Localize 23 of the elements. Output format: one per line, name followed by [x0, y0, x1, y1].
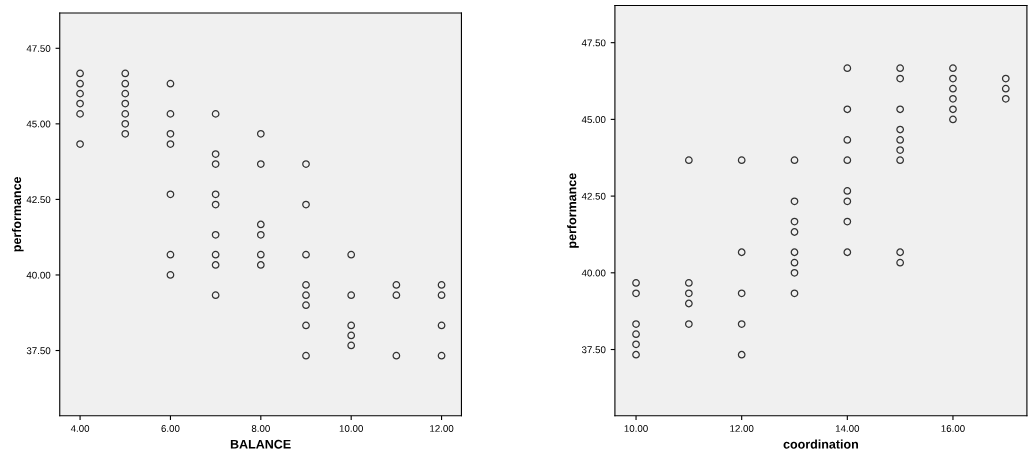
x-tick-label: 6.00 [161, 425, 180, 432]
x-tick-label: 8.00 [251, 425, 270, 432]
y-tick-label: 40.00 [581, 269, 606, 277]
y-tick-label: 40.00 [26, 271, 51, 279]
x-tick-label: 12.00 [730, 425, 754, 432]
x-tick-label: 16.00 [941, 425, 965, 432]
x-axis-title: coordination [783, 439, 858, 449]
y-tick-label: 47.50 [26, 45, 51, 52]
y-tick-label: 37.50 [26, 347, 51, 355]
y-tick-label: 45.00 [581, 116, 606, 123]
y-axis-title: performance [567, 173, 579, 248]
x-axis-title: BALANCE [230, 439, 291, 449]
x-tick-label: 4.00 [70, 425, 90, 432]
y-tick-label: 42.50 [581, 192, 606, 200]
x-tick-label: 10.00 [624, 425, 648, 432]
x-tick-label: 10.00 [339, 425, 363, 432]
x-tick-label: 14.00 [835, 425, 860, 432]
y-tick-label: 42.50 [26, 196, 51, 204]
y-axis-title: performance [11, 176, 24, 252]
y-tick-label: 45.00 [26, 120, 51, 128]
x-tick-label: 12.00 [430, 425, 454, 432]
y-tick-label: 47.50 [581, 39, 606, 47]
y-tick-label: 37.50 [581, 346, 606, 354]
